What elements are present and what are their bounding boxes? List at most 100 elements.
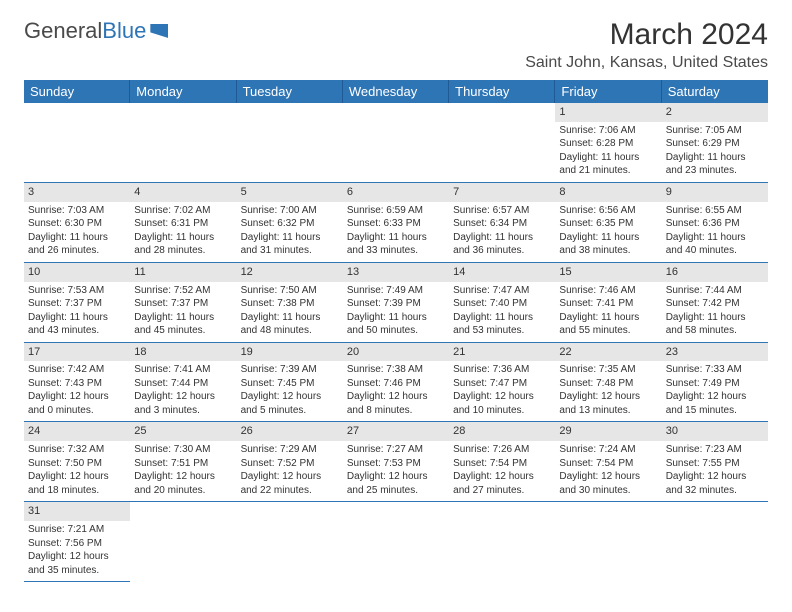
day-daylight2: and 26 minutes. xyxy=(28,244,126,258)
day-empty xyxy=(237,502,343,582)
day-sunrise: Sunrise: 7:21 AM xyxy=(28,523,126,537)
day-cell-14: 14Sunrise: 7:47 AMSunset: 7:40 PMDayligh… xyxy=(449,263,555,343)
day-daylight1: Daylight: 12 hours xyxy=(453,470,551,484)
day-sunset: Sunset: 7:52 PM xyxy=(241,457,339,471)
day-daylight1: Daylight: 11 hours xyxy=(28,311,126,325)
day-sunset: Sunset: 6:34 PM xyxy=(453,217,551,231)
day-empty xyxy=(449,103,555,183)
weekday-monday: Monday xyxy=(130,80,236,103)
day-number: 21 xyxy=(449,343,555,362)
day-daylight1: Daylight: 12 hours xyxy=(241,470,339,484)
day-sunrise: Sunrise: 7:06 AM xyxy=(559,124,657,138)
day-sunrise: Sunrise: 7:41 AM xyxy=(134,363,232,377)
day-daylight1: Daylight: 12 hours xyxy=(666,390,764,404)
month-title: March 2024 xyxy=(525,18,768,52)
day-empty xyxy=(343,103,449,183)
day-daylight1: Daylight: 11 hours xyxy=(134,231,232,245)
day-number: 1 xyxy=(555,103,661,122)
day-number: 12 xyxy=(237,263,343,282)
day-sunset: Sunset: 6:31 PM xyxy=(134,217,232,231)
day-sunrise: Sunrise: 7:42 AM xyxy=(28,363,126,377)
day-daylight2: and 45 minutes. xyxy=(134,324,232,338)
day-cell-6: 6Sunrise: 6:59 AMSunset: 6:33 PMDaylight… xyxy=(343,183,449,263)
day-cell-2: 2Sunrise: 7:05 AMSunset: 6:29 PMDaylight… xyxy=(662,103,768,183)
day-daylight2: and 8 minutes. xyxy=(347,404,445,418)
day-daylight1: Daylight: 12 hours xyxy=(559,470,657,484)
day-sunrise: Sunrise: 7:53 AM xyxy=(28,284,126,298)
day-sunrise: Sunrise: 6:55 AM xyxy=(666,204,764,218)
day-daylight2: and 36 minutes. xyxy=(453,244,551,258)
day-cell-9: 9Sunrise: 6:55 AMSunset: 6:36 PMDaylight… xyxy=(662,183,768,263)
day-daylight2: and 25 minutes. xyxy=(347,484,445,498)
day-daylight1: Daylight: 11 hours xyxy=(241,311,339,325)
day-number: 27 xyxy=(343,422,449,441)
day-cell-16: 16Sunrise: 7:44 AMSunset: 7:42 PMDayligh… xyxy=(662,263,768,343)
day-number: 25 xyxy=(130,422,236,441)
day-cell-13: 13Sunrise: 7:49 AMSunset: 7:39 PMDayligh… xyxy=(343,263,449,343)
day-sunset: Sunset: 6:30 PM xyxy=(28,217,126,231)
day-sunset: Sunset: 7:37 PM xyxy=(28,297,126,311)
day-sunset: Sunset: 7:40 PM xyxy=(453,297,551,311)
day-number: 24 xyxy=(24,422,130,441)
day-sunrise: Sunrise: 7:27 AM xyxy=(347,443,445,457)
day-sunrise: Sunrise: 7:23 AM xyxy=(666,443,764,457)
day-daylight2: and 35 minutes. xyxy=(28,564,126,578)
day-sunrise: Sunrise: 7:46 AM xyxy=(559,284,657,298)
day-sunset: Sunset: 7:38 PM xyxy=(241,297,339,311)
calendar: SundayMondayTuesdayWednesdayThursdayFrid… xyxy=(24,80,768,582)
day-sunset: Sunset: 7:54 PM xyxy=(559,457,657,471)
week-row: 1Sunrise: 7:06 AMSunset: 6:28 PMDaylight… xyxy=(24,103,768,183)
day-number: 11 xyxy=(130,263,236,282)
day-empty xyxy=(237,103,343,183)
day-cell-23: 23Sunrise: 7:33 AMSunset: 7:49 PMDayligh… xyxy=(662,343,768,423)
day-sunrise: Sunrise: 6:59 AM xyxy=(347,204,445,218)
day-number: 26 xyxy=(237,422,343,441)
day-number: 29 xyxy=(555,422,661,441)
flag-icon xyxy=(150,24,168,38)
day-cell-3: 3Sunrise: 7:03 AMSunset: 6:30 PMDaylight… xyxy=(24,183,130,263)
day-sunset: Sunset: 7:48 PM xyxy=(559,377,657,391)
day-daylight2: and 0 minutes. xyxy=(28,404,126,418)
day-sunset: Sunset: 7:44 PM xyxy=(134,377,232,391)
day-sunset: Sunset: 7:46 PM xyxy=(347,377,445,391)
day-cell-30: 30Sunrise: 7:23 AMSunset: 7:55 PMDayligh… xyxy=(662,422,768,502)
weekday-sunday: Sunday xyxy=(24,80,130,103)
day-daylight1: Daylight: 12 hours xyxy=(28,390,126,404)
day-cell-24: 24Sunrise: 7:32 AMSunset: 7:50 PMDayligh… xyxy=(24,422,130,502)
day-cell-17: 17Sunrise: 7:42 AMSunset: 7:43 PMDayligh… xyxy=(24,343,130,423)
day-daylight1: Daylight: 11 hours xyxy=(453,311,551,325)
day-daylight2: and 31 minutes. xyxy=(241,244,339,258)
day-daylight2: and 10 minutes. xyxy=(453,404,551,418)
day-cell-22: 22Sunrise: 7:35 AMSunset: 7:48 PMDayligh… xyxy=(555,343,661,423)
day-number: 16 xyxy=(662,263,768,282)
day-number: 3 xyxy=(24,183,130,202)
day-daylight1: Daylight: 11 hours xyxy=(559,231,657,245)
day-sunset: Sunset: 6:36 PM xyxy=(666,217,764,231)
day-daylight1: Daylight: 12 hours xyxy=(28,550,126,564)
day-sunrise: Sunrise: 6:56 AM xyxy=(559,204,657,218)
day-daylight1: Daylight: 11 hours xyxy=(559,151,657,165)
day-cell-31: 31Sunrise: 7:21 AMSunset: 7:56 PMDayligh… xyxy=(24,502,130,582)
day-sunrise: Sunrise: 7:50 AM xyxy=(241,284,339,298)
day-cell-8: 8Sunrise: 6:56 AMSunset: 6:35 PMDaylight… xyxy=(555,183,661,263)
day-daylight2: and 21 minutes. xyxy=(559,164,657,178)
day-daylight2: and 32 minutes. xyxy=(666,484,764,498)
day-daylight2: and 38 minutes. xyxy=(559,244,657,258)
day-daylight1: Daylight: 11 hours xyxy=(666,231,764,245)
day-daylight2: and 3 minutes. xyxy=(134,404,232,418)
day-number: 4 xyxy=(130,183,236,202)
day-sunset: Sunset: 7:55 PM xyxy=(666,457,764,471)
day-sunrise: Sunrise: 7:00 AM xyxy=(241,204,339,218)
day-daylight1: Daylight: 12 hours xyxy=(28,470,126,484)
day-cell-20: 20Sunrise: 7:38 AMSunset: 7:46 PMDayligh… xyxy=(343,343,449,423)
day-sunrise: Sunrise: 7:35 AM xyxy=(559,363,657,377)
day-daylight1: Daylight: 12 hours xyxy=(134,390,232,404)
day-daylight1: Daylight: 12 hours xyxy=(666,470,764,484)
weekday-friday: Friday xyxy=(555,80,661,103)
day-cell-4: 4Sunrise: 7:02 AMSunset: 6:31 PMDaylight… xyxy=(130,183,236,263)
weekday-thursday: Thursday xyxy=(449,80,555,103)
day-daylight2: and 20 minutes. xyxy=(134,484,232,498)
day-daylight1: Daylight: 12 hours xyxy=(347,470,445,484)
day-number: 10 xyxy=(24,263,130,282)
day-sunset: Sunset: 7:43 PM xyxy=(28,377,126,391)
